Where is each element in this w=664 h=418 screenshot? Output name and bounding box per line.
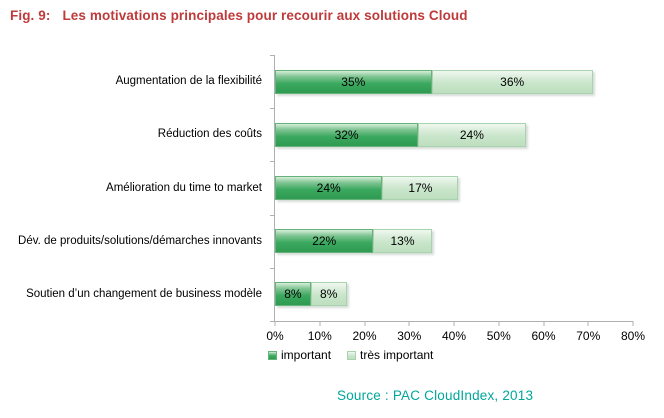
x-axis-tick-label: 30% — [397, 329, 422, 343]
source-caption: Source : PAC CloudIndex, 2013 — [337, 388, 534, 403]
x-axis-tick-label: 70% — [576, 329, 601, 343]
bar-value-label: 32% — [334, 127, 359, 142]
x-axis-tick-label: 40% — [441, 329, 467, 343]
bar-segment-tres-important: 36% — [431, 69, 593, 94]
bar-value-label: 13% — [390, 234, 415, 249]
y-axis-tick — [270, 321, 275, 322]
x-axis-tick: 0% — [266, 321, 284, 343]
bar-segment-tres-important: 24% — [418, 122, 526, 147]
bar-segment-tres-important: 17% — [382, 175, 459, 200]
x-axis-tick: 80% — [621, 321, 645, 343]
bar-stack: 8% 8% — [275, 282, 633, 307]
x-axis-tick: 70% — [576, 321, 600, 343]
x-axis-tick: 30% — [397, 321, 421, 343]
legend-swatch-tres-important — [347, 350, 357, 360]
bar-value-label: 24% — [316, 180, 341, 195]
bar-segment-tres-important: 13% — [373, 229, 432, 254]
bar-row: 24% 17% — [275, 161, 633, 214]
x-axis-tick-label: 80% — [620, 329, 646, 343]
legend-item-tres-important: très important — [347, 348, 433, 362]
x-axis-tick: 20% — [352, 321, 377, 343]
bar-value-label: 8% — [284, 287, 302, 302]
bar-value-label: 24% — [459, 127, 484, 142]
bar-row: 8% 8% — [275, 268, 633, 321]
bar-value-label: 35% — [341, 74, 366, 89]
bar-value-label: 22% — [312, 234, 337, 249]
legend-swatch-important — [268, 350, 277, 360]
bar-value-label: 8% — [320, 287, 338, 302]
bar-segment-important: 22% — [275, 229, 374, 254]
bar-segment-important: 35% — [275, 69, 432, 94]
bar-value-label: 17% — [408, 180, 433, 195]
bar-stack: 24% 17% — [275, 175, 633, 200]
x-axis-tick-label: 60% — [531, 329, 556, 343]
category-label-soutien-d: Soutien d’un changement de business modè… — [26, 288, 262, 301]
figure-title: Fig. 9: Les motivations principales pour … — [10, 8, 468, 23]
bar-chart-plot-area: 35% 36% 32% 24% 24% 17% 22% 13% 8% 8% 0% 10% 20% 30% 4… — [266, 55, 645, 343]
y-axis-tick — [270, 214, 275, 216]
category-label-dev-de: Dév. de produits/solutions/démarches inn… — [18, 234, 262, 247]
legend-item-important: important — [268, 348, 331, 362]
legend-label-tres-important: très important — [360, 348, 434, 362]
category-axis-labels: Augmentation de la flexibilité Réduction … — [0, 55, 262, 321]
category-label-augmentation-de: Augmentation de la flexibilité — [115, 75, 262, 88]
figure-number: Fig. 9: — [10, 8, 51, 23]
x-axis-tick-label: 20% — [352, 329, 377, 343]
legend-label-important: important — [281, 348, 332, 362]
x-axis-tick: 60% — [531, 321, 556, 343]
category-label-amelioration-du: Amélioration du time to market — [106, 181, 262, 194]
bar-row: 35% 36% — [275, 55, 633, 108]
figure-title-text: Les motivations principales pour recouri… — [62, 8, 468, 23]
bar-row: 32% 24% — [275, 108, 633, 161]
x-axis-tick-label: 0% — [266, 329, 284, 343]
y-axis-tick — [270, 55, 275, 56]
x-axis-tick: 10% — [308, 321, 332, 343]
bar-stack: 35% 36% — [275, 69, 633, 94]
bar-segment-tres-important: 8% — [310, 282, 347, 307]
y-axis-tick — [270, 108, 275, 110]
x-axis-tick: 50% — [487, 321, 511, 343]
category-label-reduction-des: Réduction des coûts — [157, 128, 262, 141]
bar-segment-important: 8% — [275, 282, 311, 307]
bar-value-label: 36% — [500, 74, 525, 89]
bar-segment-important: 32% — [275, 122, 419, 147]
bar-stack: 32% 24% — [275, 122, 633, 147]
x-axis-tick: 40% — [442, 321, 466, 343]
y-axis-tick — [270, 267, 275, 269]
chart-legend: important très important — [268, 348, 433, 362]
x-axis-tick-label: 10% — [307, 329, 332, 343]
bar-row: 22% 13% — [275, 215, 633, 268]
bar-segment-important: 24% — [275, 175, 383, 200]
bar-stack: 22% 13% — [275, 229, 633, 254]
x-axis-tick-label: 50% — [486, 329, 511, 343]
y-axis-tick — [270, 161, 275, 163]
